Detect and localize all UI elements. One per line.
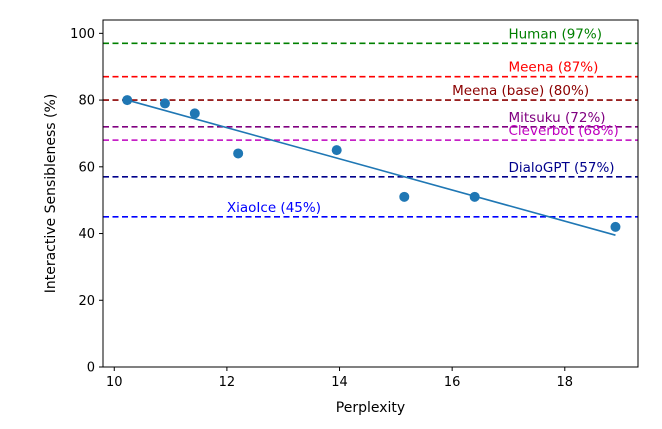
reference-label: Meena (base) (80%) [452, 83, 589, 99]
reference-label: Mitsuku (72%) [508, 110, 605, 126]
y-axis-title: Interactive Sensibleness (%) [43, 94, 59, 294]
data-point [189, 108, 200, 119]
data-point [122, 95, 133, 106]
x-axis-title: Perplexity [336, 400, 405, 416]
trend-line-group [127, 99, 616, 236]
y-tick-label: 20 [78, 294, 95, 309]
data-point [469, 191, 480, 202]
reference-label: XiaoIce (45%) [227, 200, 321, 216]
x-tick-label: 16 [444, 375, 461, 390]
y-tick-label: 80 [78, 94, 95, 109]
x-tick-label: 12 [219, 375, 236, 390]
y-tick-label: 0 [87, 361, 95, 376]
reference-label: Cleverbot (68%) [508, 123, 618, 139]
plot-frame [102, 19, 639, 368]
trend-line [127, 99, 616, 236]
y-axis: 0 20 40 60 80 100 [70, 27, 103, 376]
x-tick-label: 18 [557, 375, 574, 390]
reference-labels: Human (97%) Meena (87%) Meena (base) (80%)… [227, 26, 619, 216]
data-point [159, 98, 170, 109]
y-tick-label: 40 [78, 227, 95, 242]
reference-lines [103, 42, 638, 218]
reference-label: Human (97%) [508, 26, 602, 42]
x-axis: 10 12 14 16 18 [106, 367, 573, 390]
data-point [610, 221, 621, 232]
x-tick-label: 14 [331, 375, 348, 390]
y-tick-label: 100 [70, 27, 95, 42]
data-point [233, 148, 244, 159]
reference-label: Meena (87%) [508, 60, 598, 76]
x-tick-label: 10 [106, 375, 123, 390]
y-tick-label: 60 [78, 160, 95, 175]
data-points [122, 95, 621, 232]
data-point [331, 145, 342, 156]
reference-label: DialoGPT (57%) [508, 160, 614, 176]
data-point [399, 191, 410, 202]
